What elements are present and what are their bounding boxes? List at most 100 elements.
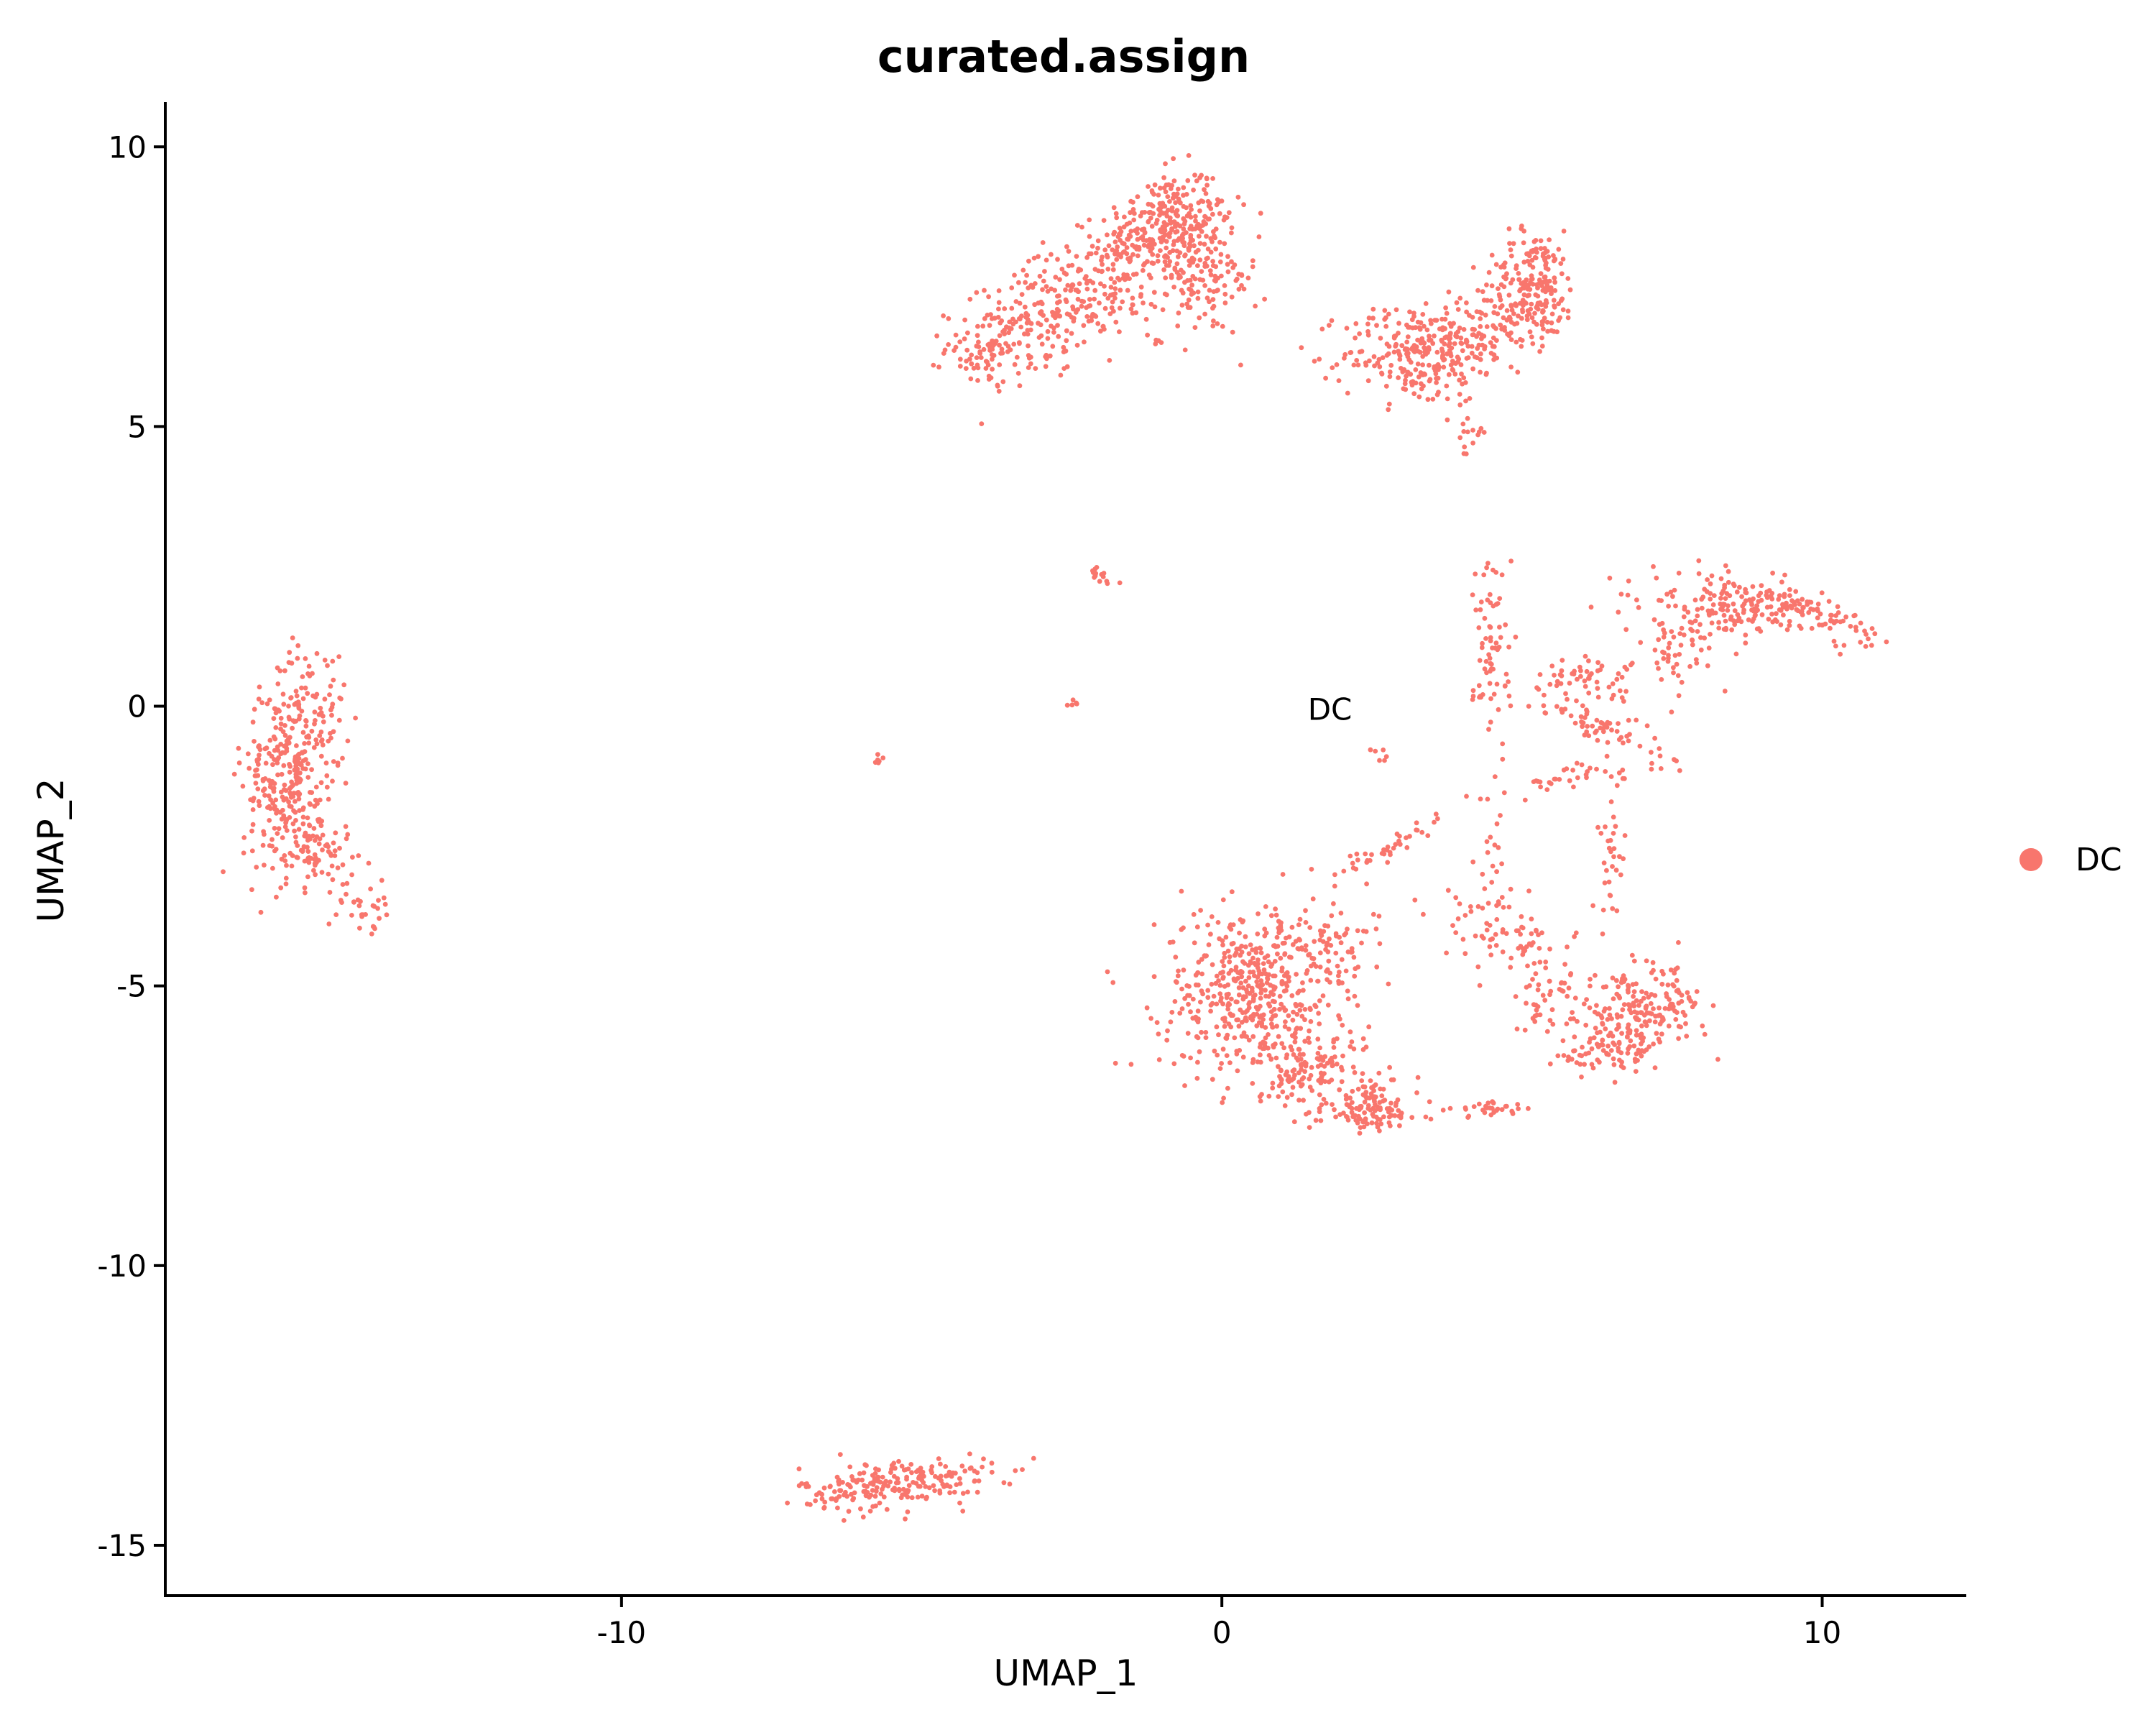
data-point — [1320, 1058, 1326, 1063]
data-point — [1377, 364, 1383, 369]
data-point — [1562, 962, 1568, 967]
data-point — [1350, 1088, 1355, 1094]
data-point — [1457, 377, 1462, 383]
data-point — [253, 781, 259, 786]
data-point — [1295, 990, 1301, 995]
data-point — [1066, 249, 1072, 254]
data-point — [997, 342, 1002, 348]
data-point — [1319, 1102, 1325, 1108]
data-point — [295, 699, 301, 704]
data-point — [840, 1480, 845, 1485]
data-point — [384, 912, 390, 918]
data-point — [1539, 302, 1544, 308]
data-point — [1164, 182, 1169, 188]
data-point — [1828, 618, 1833, 624]
data-point — [1537, 280, 1542, 286]
data-point — [1869, 626, 1875, 631]
data-point — [1463, 340, 1469, 345]
data-point — [1587, 1005, 1593, 1011]
data-point — [1229, 889, 1235, 895]
data-point — [1197, 175, 1202, 180]
data-point — [280, 691, 286, 697]
data-point — [295, 656, 300, 661]
data-point — [1336, 980, 1342, 986]
data-point — [1479, 645, 1485, 650]
data-point — [1117, 580, 1123, 586]
data-point — [318, 780, 324, 786]
data-point — [1676, 940, 1681, 945]
data-point — [283, 788, 289, 794]
data-point — [1668, 589, 1674, 595]
data-point — [1111, 205, 1117, 211]
data-point — [1271, 1044, 1276, 1050]
data-point — [874, 1489, 879, 1494]
data-point — [330, 658, 336, 664]
data-point — [1536, 932, 1541, 937]
data-point — [1156, 1057, 1162, 1062]
data-point — [1236, 1024, 1242, 1029]
data-point — [998, 351, 1003, 356]
data-point — [1225, 1085, 1230, 1091]
data-point — [1205, 988, 1211, 993]
data-point — [1651, 1006, 1656, 1011]
data-point — [1476, 342, 1482, 348]
data-point — [1397, 356, 1403, 362]
data-point — [1266, 1045, 1271, 1051]
data-point — [876, 1467, 881, 1473]
data-point — [1416, 374, 1422, 380]
data-point — [1282, 1024, 1288, 1029]
data-point — [908, 1462, 914, 1467]
data-point — [1588, 977, 1593, 982]
data-point — [283, 881, 289, 887]
data-point — [267, 737, 273, 743]
data-point — [262, 793, 267, 798]
data-point — [1464, 300, 1469, 305]
data-point — [1508, 558, 1514, 564]
data-point — [953, 332, 959, 338]
data-point — [1316, 1011, 1321, 1016]
data-point — [1387, 1106, 1393, 1112]
data-point — [1524, 313, 1530, 318]
data-point — [1185, 993, 1190, 998]
data-point — [1297, 916, 1303, 922]
data-point — [1268, 913, 1274, 919]
data-point — [1371, 1088, 1376, 1093]
data-point — [1363, 1094, 1368, 1099]
data-point — [1218, 252, 1224, 257]
data-point — [1497, 625, 1502, 630]
data-point — [262, 786, 267, 792]
data-point — [1124, 251, 1130, 257]
data-point — [837, 1488, 842, 1494]
data-point — [1318, 1118, 1324, 1123]
data-point — [1629, 952, 1635, 958]
data-point — [309, 728, 315, 734]
data-point — [1079, 303, 1084, 309]
data-point — [1544, 260, 1549, 266]
data-point — [1319, 1070, 1324, 1076]
data-point — [978, 355, 984, 360]
data-point — [936, 1456, 941, 1461]
data-point — [1516, 928, 1521, 934]
data-point — [1172, 267, 1178, 272]
data-point — [1124, 221, 1130, 227]
data-point — [356, 903, 362, 908]
data-point — [1246, 1001, 1252, 1007]
data-point — [1289, 1077, 1294, 1083]
data-point — [1248, 959, 1253, 965]
data-point — [1631, 993, 1636, 999]
data-point — [1340, 1067, 1345, 1073]
data-point — [1514, 339, 1519, 345]
x-tick-label: 0 — [1212, 1615, 1232, 1650]
data-point — [1117, 329, 1122, 334]
data-point — [1190, 996, 1196, 1002]
data-point — [1309, 867, 1314, 872]
data-point — [834, 1496, 839, 1501]
data-point — [254, 758, 260, 763]
data-point — [275, 831, 280, 836]
data-point — [1214, 973, 1220, 979]
data-point — [1086, 318, 1092, 324]
data-point — [875, 752, 880, 757]
data-point — [1207, 268, 1213, 273]
data-point — [1594, 679, 1600, 685]
data-point — [1341, 868, 1347, 874]
